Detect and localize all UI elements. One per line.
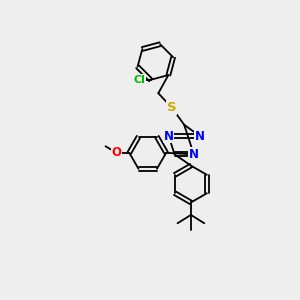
Text: N: N <box>164 130 174 142</box>
Text: O: O <box>112 146 122 159</box>
Text: N: N <box>195 130 205 142</box>
Text: N: N <box>189 148 199 161</box>
Text: S: S <box>167 101 176 114</box>
Text: Cl: Cl <box>133 75 145 85</box>
